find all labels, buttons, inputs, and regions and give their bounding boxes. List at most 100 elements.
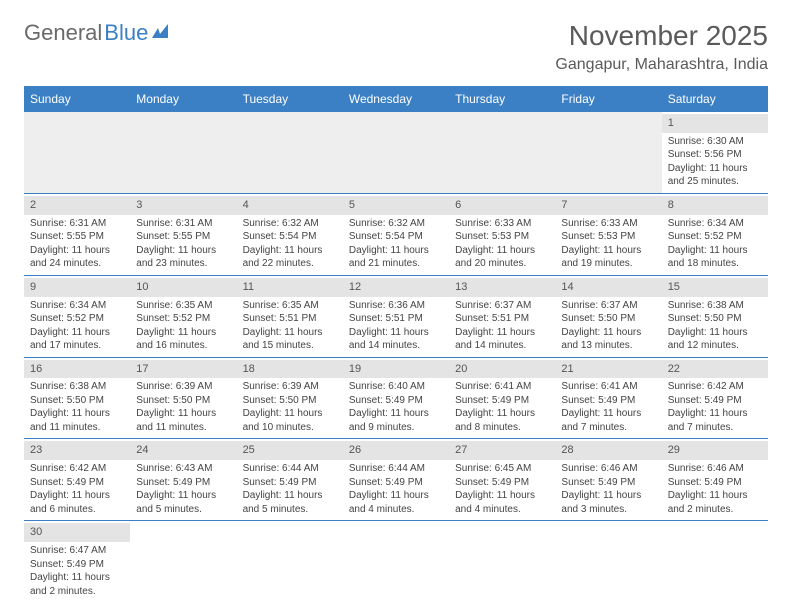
- daylight-text: Daylight: 11 hours and 13 minutes.: [561, 326, 655, 353]
- sunrise-text: Sunrise: 6:35 AM: [136, 299, 230, 313]
- calendar-cell: 26Sunrise: 6:44 AMSunset: 5:49 PMDayligh…: [343, 439, 449, 521]
- day-number: 29: [662, 441, 768, 460]
- calendar-cell: [343, 521, 449, 602]
- calendar-cell: [662, 521, 768, 602]
- weekday-header: Saturday: [662, 86, 768, 112]
- sunset-text: Sunset: 5:49 PM: [561, 394, 655, 408]
- calendar-table: SundayMondayTuesdayWednesdayThursdayFrid…: [24, 86, 768, 602]
- daylight-text: Daylight: 11 hours and 14 minutes.: [349, 326, 443, 353]
- sunrise-text: Sunrise: 6:32 AM: [349, 217, 443, 231]
- sunset-text: Sunset: 5:49 PM: [455, 394, 549, 408]
- day-number: 24: [130, 441, 236, 460]
- day-number: 19: [343, 360, 449, 379]
- location: Gangapur, Maharashtra, India: [555, 56, 768, 74]
- daylight-text: Daylight: 11 hours and 10 minutes.: [243, 407, 337, 434]
- sunset-text: Sunset: 5:50 PM: [30, 394, 124, 408]
- sunset-text: Sunset: 5:50 PM: [136, 394, 230, 408]
- daylight-text: Daylight: 11 hours and 21 minutes.: [349, 244, 443, 271]
- sunset-text: Sunset: 5:49 PM: [30, 476, 124, 490]
- calendar-cell: 4Sunrise: 6:32 AMSunset: 5:54 PMDaylight…: [237, 193, 343, 275]
- sunset-text: Sunset: 5:52 PM: [136, 312, 230, 326]
- day-number: 3: [130, 196, 236, 215]
- calendar-cell: 12Sunrise: 6:36 AMSunset: 5:51 PMDayligh…: [343, 275, 449, 357]
- sunset-text: Sunset: 5:55 PM: [136, 230, 230, 244]
- calendar-cell: 16Sunrise: 6:38 AMSunset: 5:50 PMDayligh…: [24, 357, 130, 439]
- sunrise-text: Sunrise: 6:43 AM: [136, 462, 230, 476]
- sunrise-text: Sunrise: 6:41 AM: [455, 380, 549, 394]
- daylight-text: Daylight: 11 hours and 2 minutes.: [668, 489, 762, 516]
- sunrise-text: Sunrise: 6:32 AM: [243, 217, 337, 231]
- calendar-cell: [237, 112, 343, 193]
- day-number: 30: [24, 523, 130, 542]
- calendar-cell: 20Sunrise: 6:41 AMSunset: 5:49 PMDayligh…: [449, 357, 555, 439]
- daylight-text: Daylight: 11 hours and 9 minutes.: [349, 407, 443, 434]
- sunset-text: Sunset: 5:49 PM: [349, 394, 443, 408]
- sunset-text: Sunset: 5:49 PM: [30, 558, 124, 572]
- daylight-text: Daylight: 11 hours and 14 minutes.: [455, 326, 549, 353]
- calendar-cell: 21Sunrise: 6:41 AMSunset: 5:49 PMDayligh…: [555, 357, 661, 439]
- day-number: 28: [555, 441, 661, 460]
- daylight-text: Daylight: 11 hours and 3 minutes.: [561, 489, 655, 516]
- calendar-cell: 30Sunrise: 6:47 AMSunset: 5:49 PMDayligh…: [24, 521, 130, 602]
- sunrise-text: Sunrise: 6:34 AM: [668, 217, 762, 231]
- sunset-text: Sunset: 5:52 PM: [668, 230, 762, 244]
- calendar-body: 1Sunrise: 6:30 AMSunset: 5:56 PMDaylight…: [24, 112, 768, 602]
- sunset-text: Sunset: 5:51 PM: [349, 312, 443, 326]
- calendar-cell: 17Sunrise: 6:39 AMSunset: 5:50 PMDayligh…: [130, 357, 236, 439]
- calendar-cell: 9 Sunrise: 6:34 AMSunset: 5:52 PMDaylight…: [24, 275, 130, 357]
- day-number: 26: [343, 441, 449, 460]
- sunrise-text: Sunrise: 6:44 AM: [243, 462, 337, 476]
- sunrise-text: Sunrise: 6:34 AM: [30, 299, 124, 313]
- day-number: 4: [237, 196, 343, 215]
- sunrise-text: Sunrise: 6:46 AM: [668, 462, 762, 476]
- daylight-text: Daylight: 11 hours and 18 minutes.: [668, 244, 762, 271]
- calendar-cell: 23Sunrise: 6:42 AMSunset: 5:49 PMDayligh…: [24, 439, 130, 521]
- sunset-text: Sunset: 5:54 PM: [243, 230, 337, 244]
- sunrise-text: Sunrise: 6:39 AM: [136, 380, 230, 394]
- sunrise-text: Sunrise: 6:41 AM: [561, 380, 655, 394]
- daylight-text: Daylight: 11 hours and 16 minutes.: [136, 326, 230, 353]
- logo-text-blue: Blue: [104, 20, 148, 46]
- daylight-text: Daylight: 11 hours and 5 minutes.: [243, 489, 337, 516]
- day-number: 10: [130, 278, 236, 297]
- calendar-cell: 13Sunrise: 6:37 AMSunset: 5:51 PMDayligh…: [449, 275, 555, 357]
- daylight-text: Daylight: 11 hours and 7 minutes.: [561, 407, 655, 434]
- daylight-text: Daylight: 11 hours and 17 minutes.: [30, 326, 124, 353]
- sunrise-text: Sunrise: 6:42 AM: [668, 380, 762, 394]
- sunset-text: Sunset: 5:50 PM: [668, 312, 762, 326]
- calendar-cell: 18Sunrise: 6:39 AMSunset: 5:50 PMDayligh…: [237, 357, 343, 439]
- sunset-text: Sunset: 5:49 PM: [455, 476, 549, 490]
- daylight-text: Daylight: 11 hours and 23 minutes.: [136, 244, 230, 271]
- calendar-cell: 5Sunrise: 6:32 AMSunset: 5:54 PMDaylight…: [343, 193, 449, 275]
- day-number: 25: [237, 441, 343, 460]
- day-number: 6: [449, 196, 555, 215]
- daylight-text: Daylight: 11 hours and 7 minutes.: [668, 407, 762, 434]
- day-number: 7: [555, 196, 661, 215]
- daylight-text: Daylight: 11 hours and 4 minutes.: [455, 489, 549, 516]
- calendar-cell: [343, 112, 449, 193]
- calendar-cell: [130, 112, 236, 193]
- day-number: 9: [24, 278, 130, 297]
- calendar-cell: 7Sunrise: 6:33 AMSunset: 5:53 PMDaylight…: [555, 193, 661, 275]
- calendar-cell: 29Sunrise: 6:46 AMSunset: 5:49 PMDayligh…: [662, 439, 768, 521]
- title-block: November 2025 Gangapur, Maharashtra, Ind…: [555, 20, 768, 74]
- sunset-text: Sunset: 5:49 PM: [136, 476, 230, 490]
- sunset-text: Sunset: 5:50 PM: [561, 312, 655, 326]
- calendar-cell: 27 Sunrise: 6:45 AMSunset: 5:49 PMDayligh…: [449, 439, 555, 521]
- sunrise-text: Sunrise: 6:33 AM: [561, 217, 655, 231]
- sunset-text: Sunset: 5:52 PM: [30, 312, 124, 326]
- sunrise-text: Sunrise: 6:45 AM: [455, 462, 549, 476]
- daylight-text: Daylight: 11 hours and 2 minutes.: [30, 571, 124, 598]
- calendar-cell: 15Sunrise: 6:38 AMSunset: 5:50 PMDayligh…: [662, 275, 768, 357]
- day-number: 27: [449, 441, 555, 460]
- day-number: 8: [662, 196, 768, 215]
- sunrise-text: Sunrise: 6:35 AM: [243, 299, 337, 313]
- sunrise-text: Sunrise: 6:37 AM: [455, 299, 549, 313]
- calendar-cell: 14Sunrise: 6:37 AMSunset: 5:50 PMDayligh…: [555, 275, 661, 357]
- day-number: 22: [662, 360, 768, 379]
- sunset-text: Sunset: 5:53 PM: [561, 230, 655, 244]
- day-number: 21: [555, 360, 661, 379]
- daylight-text: Daylight: 11 hours and 20 minutes.: [455, 244, 549, 271]
- sunrise-text: Sunrise: 6:36 AM: [349, 299, 443, 313]
- logo: GeneralBlue: [24, 20, 174, 46]
